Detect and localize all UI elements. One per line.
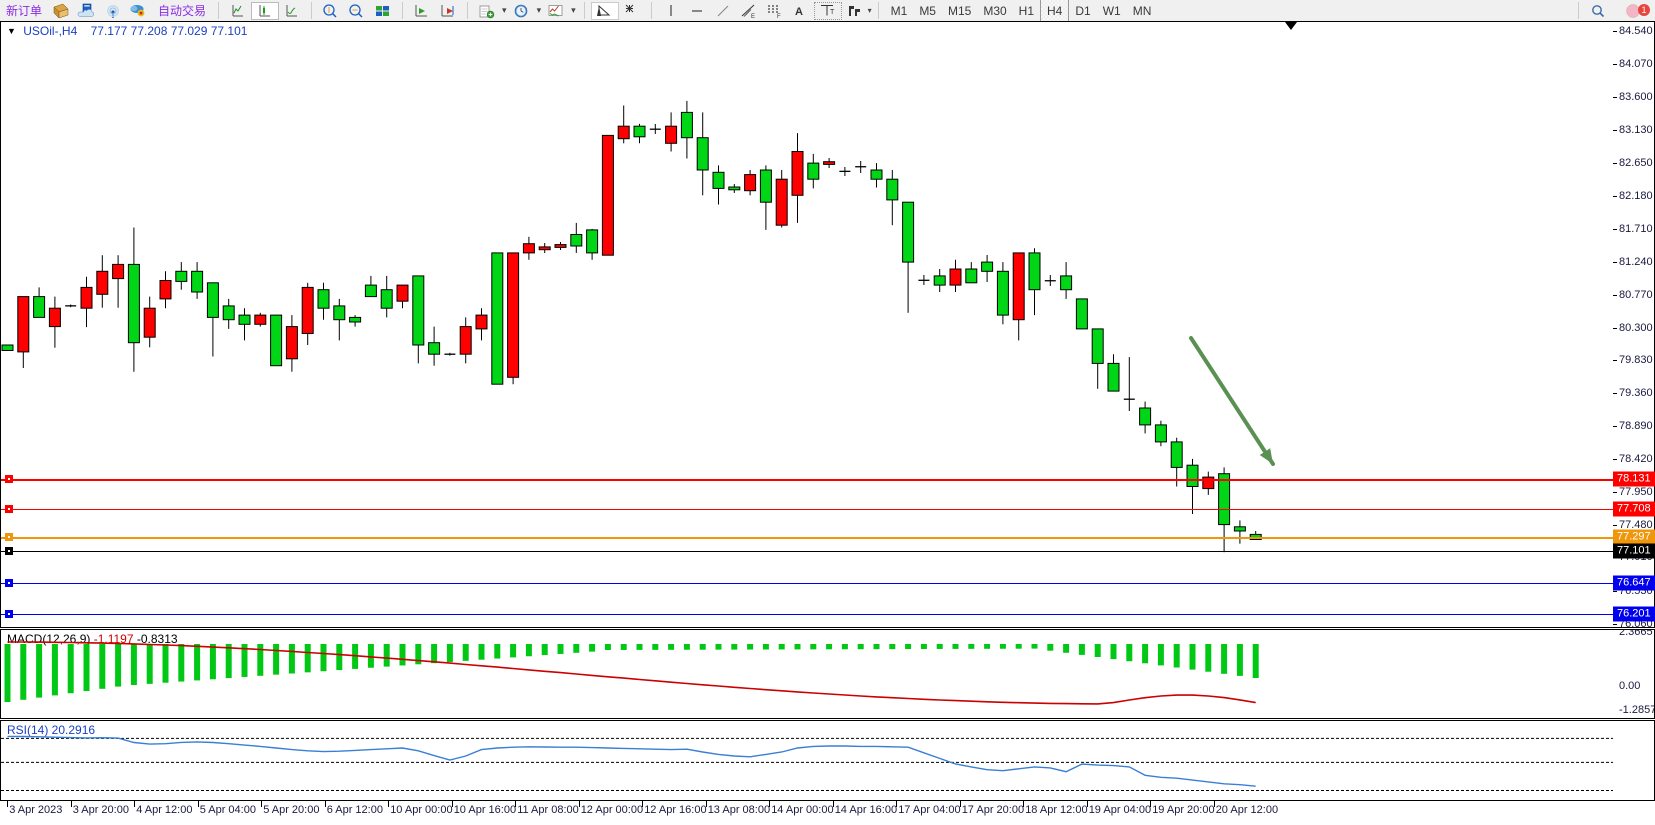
svg-text:E: E (751, 14, 755, 19)
svg-text:A: A (795, 6, 803, 18)
svg-text:T: T (830, 9, 835, 16)
svg-text:F: F (777, 14, 781, 19)
